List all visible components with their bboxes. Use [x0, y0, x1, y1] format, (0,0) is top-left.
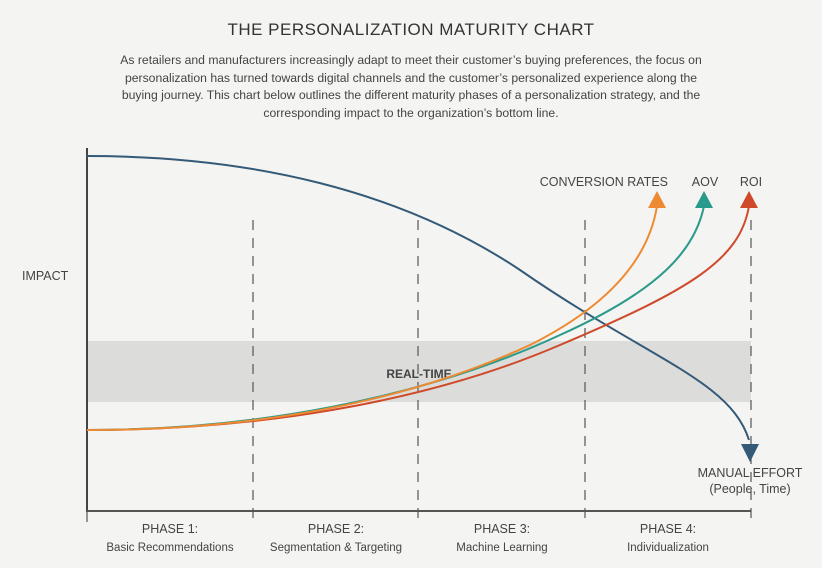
- phase-4-desc: Individualization: [627, 542, 709, 554]
- phase-2-name: PHASE 2:: [308, 522, 364, 536]
- phase-1-desc: Basic Recommendations: [106, 542, 233, 554]
- phase-dividers: [86, 220, 752, 525]
- intro-text: As retailers and manufacturers increasin…: [120, 53, 702, 120]
- impact-axis-label: IMPACT: [22, 269, 69, 283]
- phase-3-desc: Machine Learning: [456, 542, 547, 554]
- manual-effort-label: MANUAL EFFORT: [698, 466, 803, 480]
- roi-label: ROI: [740, 175, 762, 189]
- page-title: THE PERSONALIZATION MATURITY CHART: [227, 20, 595, 39]
- phase-3-name: PHASE 3:: [474, 522, 530, 536]
- aov-label: AOV: [692, 175, 719, 189]
- conversion-rates-curve: [86, 205, 658, 431]
- roi-arrowhead: [740, 191, 758, 208]
- manual-effort-curve: [86, 155, 750, 441]
- phase-2-desc: Segmentation & Targeting: [270, 542, 402, 554]
- real-time-label: REAL-TIME: [386, 367, 451, 381]
- manual-effort-sublabel: (People, Time): [709, 482, 790, 496]
- phase-1-name: PHASE 1:: [142, 522, 198, 536]
- conversion-rates-arrowhead: [648, 191, 666, 208]
- conversion-rates-label: CONVERSION RATES: [540, 175, 668, 189]
- phase-labels: PHASE 1: Basic Recommendations PHASE 2: …: [106, 522, 709, 554]
- manual-effort-arrowhead: [741, 444, 759, 462]
- aov-arrowhead: [695, 191, 713, 208]
- phase-4-name: PHASE 4:: [640, 522, 696, 536]
